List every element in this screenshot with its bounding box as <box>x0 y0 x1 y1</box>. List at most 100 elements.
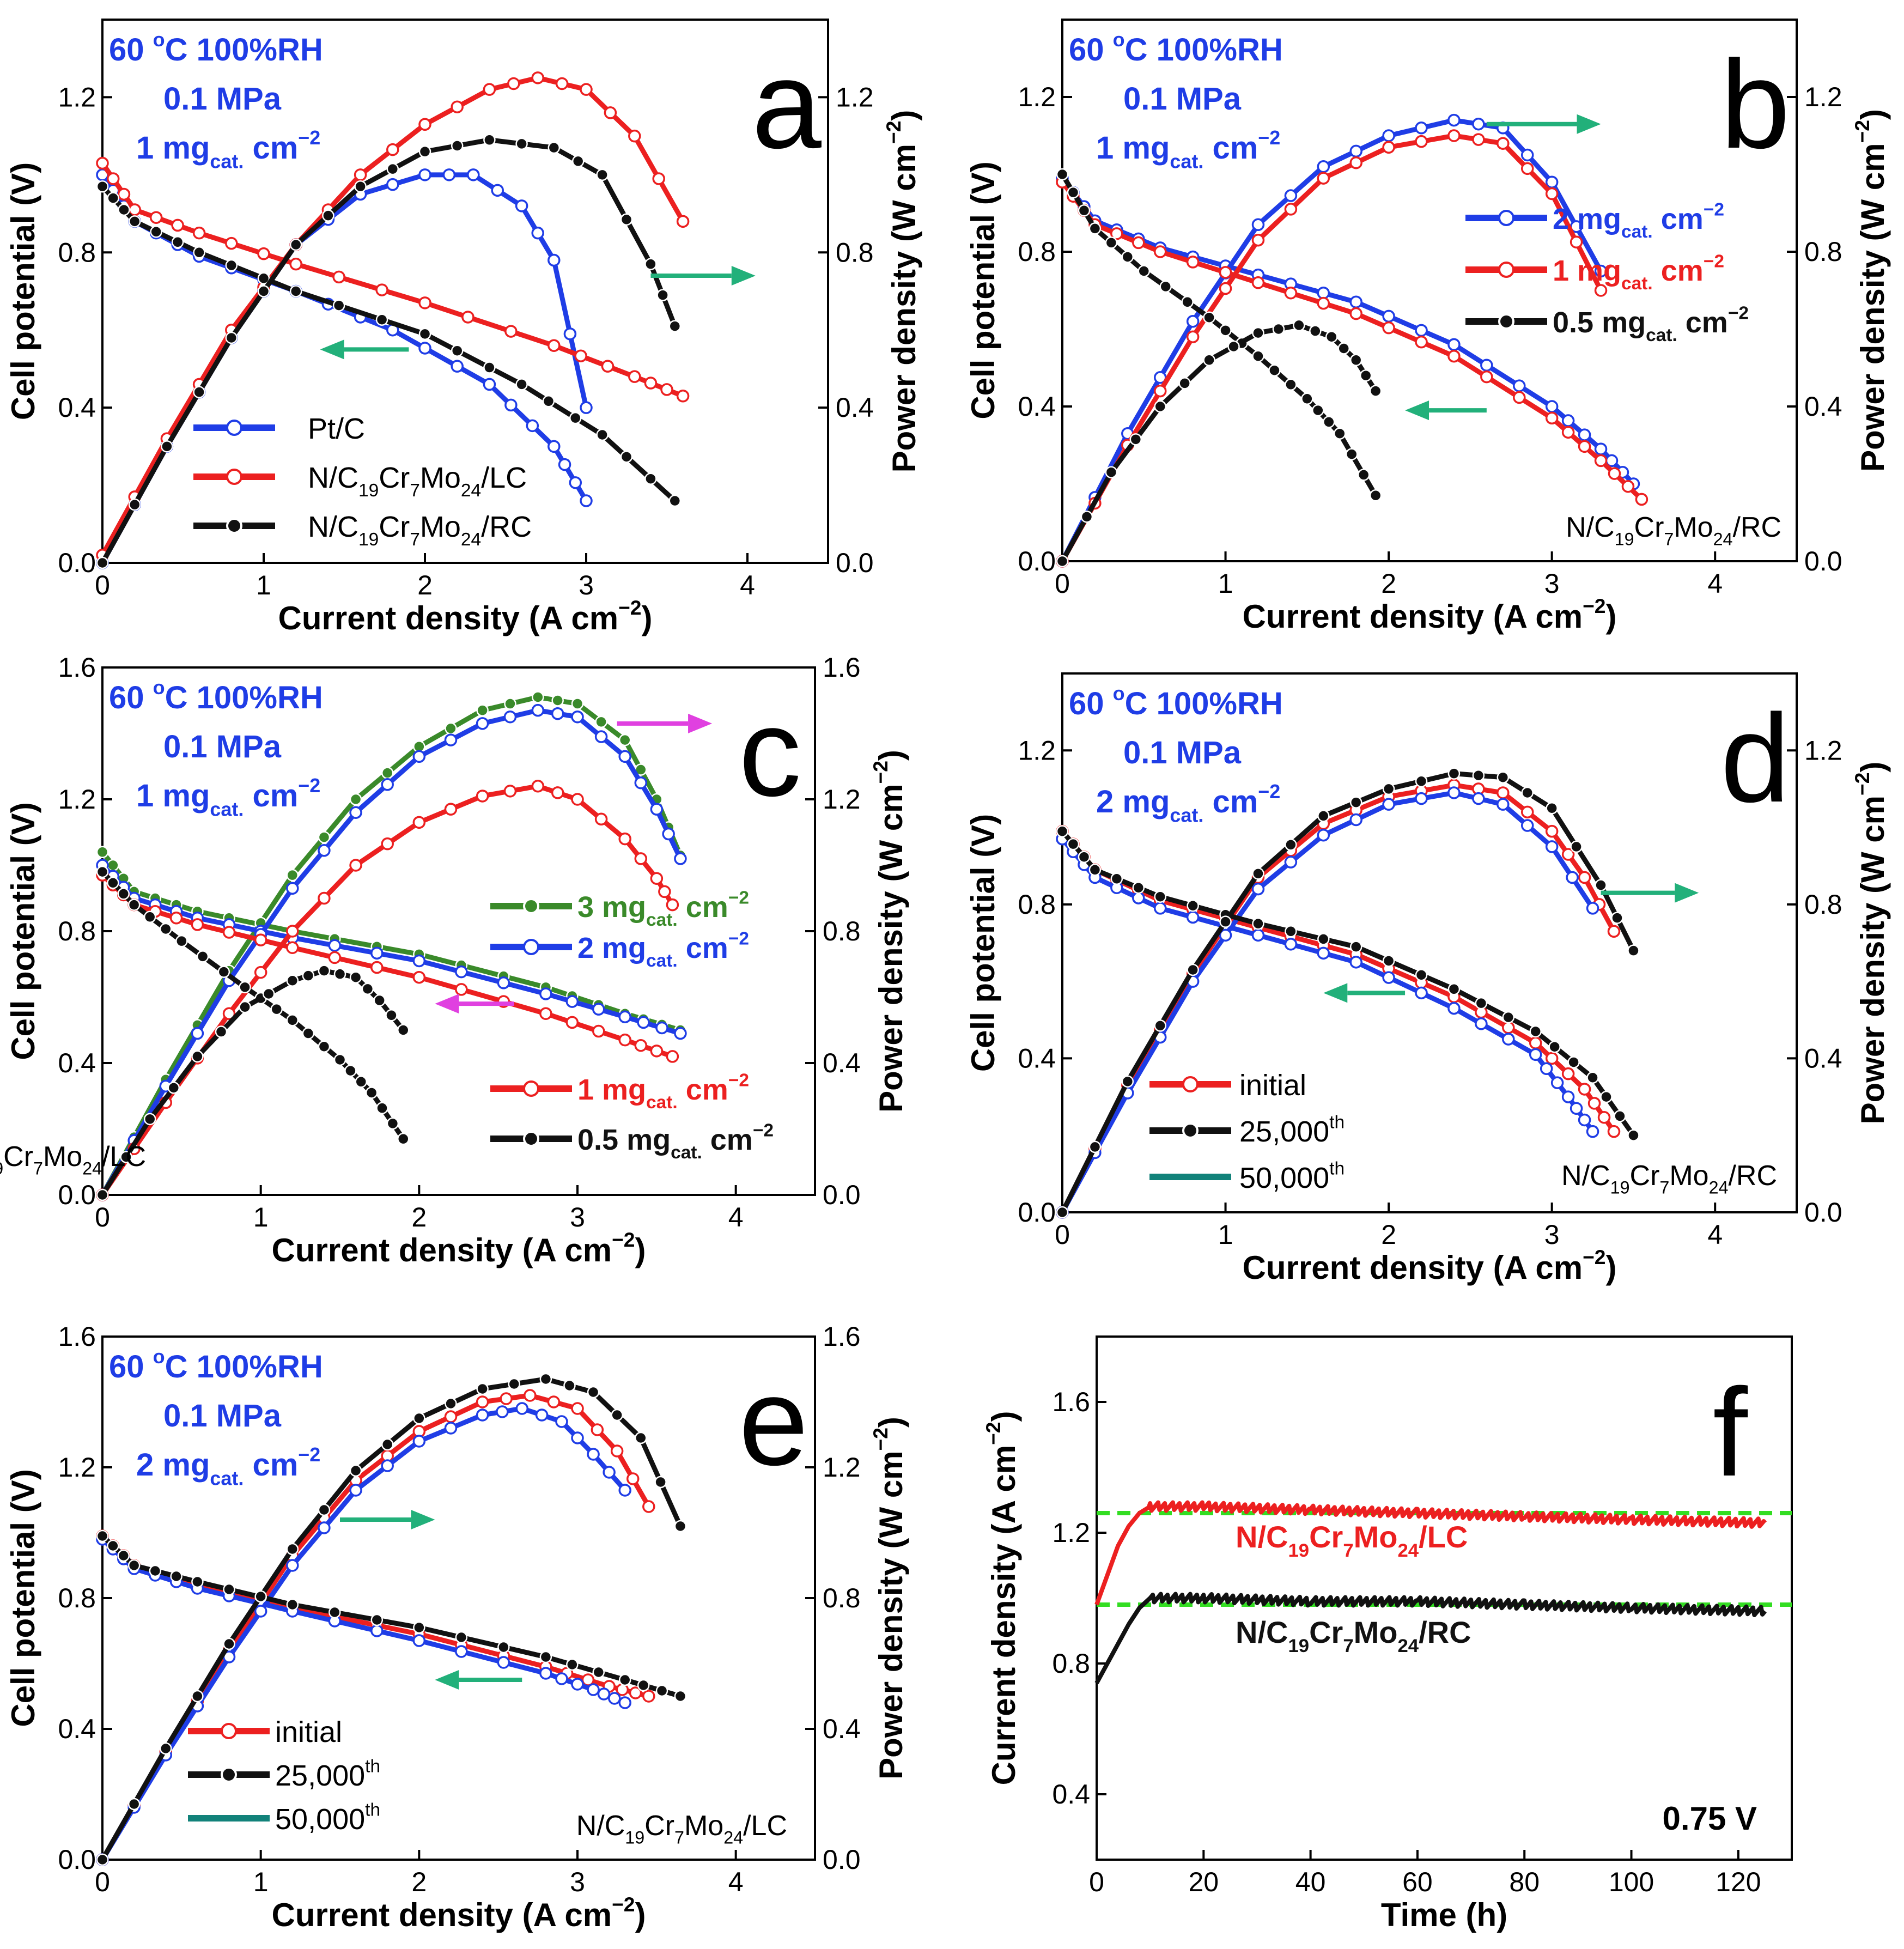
power-50000th-line <box>1060 790 1595 1214</box>
panel-b: 0 1 2 3 4 0.0 0.4 0.8 1.2 0.0 0.4 0.8 1.2 Current den… <box>965 19 1891 635</box>
legend-label: 0.5 mgcat. cm−2 <box>1553 303 1749 346</box>
polarization-25000th-marker <box>96 1529 109 1543</box>
y2-tick-label: 1.6 <box>823 652 861 683</box>
power-1mgcatcm-marker <box>650 872 664 885</box>
polarization-25000th-marker <box>149 1564 162 1577</box>
pressure-text: 0.1 MPa <box>163 81 282 117</box>
power-NC19Cr7Mo24RC-marker <box>596 168 609 181</box>
polarization-25000th-marker <box>1475 997 1488 1010</box>
power-25000th-marker <box>1285 839 1297 851</box>
legend-label: 50,000th <box>1239 1159 1345 1194</box>
power-05mgcatcm-marker <box>1154 400 1166 413</box>
power-25000th-marker <box>349 1464 362 1477</box>
power-1mgcatcm-marker <box>551 786 564 799</box>
polarization-NC19Cr7Mo24RC-marker <box>668 494 682 507</box>
power-2mgcatcm-marker <box>318 844 331 857</box>
condition-text: 60 oC 100%RH <box>1069 28 1283 68</box>
power-50000th-marker <box>381 1459 394 1472</box>
power-NC19Cr7Mo24RC-marker <box>451 139 464 152</box>
power-NC19Cr7Mo24RC-marker <box>354 180 367 193</box>
plot-frame <box>1061 672 1798 1213</box>
power-2mgcatcm-marker <box>551 707 564 720</box>
power-05mgcatcm-marker <box>1252 326 1264 339</box>
polarization-NC19Cr7Mo24LC-marker <box>418 296 431 309</box>
power-NC19Cr7Mo24LC-marker <box>604 106 617 119</box>
power-NC19Cr7Mo24LC-marker <box>580 83 593 96</box>
y2-tick-label: 0.0 <box>836 548 874 578</box>
polarization-1mgcatcm-marker <box>1186 256 1200 269</box>
power-NC19Cr7Mo24RC-marker <box>96 556 109 569</box>
polarization-1mgcatcm-marker <box>1132 236 1145 250</box>
polarization-NC19Cr7Mo24LC-marker <box>676 390 690 403</box>
x-tick-label: 20 <box>1188 1867 1219 1897</box>
polarization-NC19Cr7Mo24LC-marker <box>96 156 109 170</box>
polarization-2mgcatcm-marker <box>1382 309 1395 323</box>
x-tick-label: 3 <box>1544 1219 1560 1250</box>
polarization-initial-marker <box>1529 1036 1542 1049</box>
polarization-05mgcatcm-marker <box>1333 427 1346 440</box>
power-50000th-marker <box>587 1448 600 1461</box>
x-tick-label: 0 <box>1089 1867 1104 1897</box>
power-initial-marker <box>1607 925 1621 938</box>
polarization-2mgcatcm-marker <box>1513 379 1526 392</box>
polarization-2mgcatcm-line <box>1060 177 1635 486</box>
power-25000th-marker <box>1121 1075 1134 1088</box>
polarization-2mgcatcm-marker <box>1561 414 1575 427</box>
polarization-2mgcatcm-marker <box>592 1003 605 1016</box>
power-25000th-marker <box>476 1382 489 1395</box>
polarization-05mgcatcm-marker <box>175 934 188 948</box>
power-25000th-marker <box>318 1503 331 1516</box>
loading-text: 2 mgcat. cm−2 <box>136 1443 320 1490</box>
arrow-head <box>435 1670 459 1690</box>
power-2mgcatcm-marker <box>594 730 608 743</box>
y-tick-label: 1.2 <box>58 1452 96 1483</box>
legend-1-legend-marker <box>226 469 242 485</box>
polarization-NC19Cr7Mo24LC-marker <box>601 360 615 373</box>
power-NC19Cr7Mo24RC-marker <box>225 331 238 344</box>
polarization-25000th-marker <box>1415 969 1428 981</box>
power-PtC-marker <box>386 178 399 191</box>
legend-0-legend-marker <box>1182 1076 1199 1092</box>
polarization-25000th-marker <box>674 1690 687 1703</box>
power-1mgcatcm-marker <box>1497 137 1510 150</box>
power-1mgcatcm-marker <box>1570 235 1583 248</box>
trace-label-rc: N/C19Cr7Mo24/RC <box>1236 1615 1471 1656</box>
legend-label: N/C19Cr7Mo24/RC <box>308 511 532 550</box>
power-05mgcatcm-marker <box>1309 325 1322 337</box>
polarization-25000th-marker <box>1447 983 1461 995</box>
power-2mgcatcm-marker <box>662 827 675 841</box>
panel-a: 0 1 2 3 4 0.0 0.4 0.8 1.2 0.0 0.4 0.8 1.2 Current den… <box>5 19 922 636</box>
y-tick-label: 0.8 <box>58 916 96 946</box>
y-tick-label: 0.4 <box>1018 391 1056 422</box>
panel-letter: b <box>1720 34 1790 174</box>
power-3mgcatcm-marker <box>532 691 544 703</box>
polarization-50000th-marker <box>1570 1102 1583 1115</box>
polarization-50000th-marker <box>1586 1125 1599 1138</box>
polarization-1mgcatcm-marker <box>1594 454 1608 467</box>
polarization-25000th-marker <box>1285 925 1297 938</box>
power-50000th-marker <box>318 1521 331 1534</box>
power-2mgcatcm-marker <box>1317 160 1330 173</box>
polarization-25000th-marker <box>107 1539 119 1552</box>
power-05mgcatcm-marker <box>191 1050 204 1063</box>
polarization-PtC-marker <box>451 360 464 373</box>
polarization-2mgcatcm-marker <box>412 954 426 968</box>
power-NC19Cr7Mo24LC-marker <box>531 71 544 84</box>
y2-tick-label: 1.6 <box>823 1321 861 1352</box>
polarization-1mgcatcm-marker <box>1621 479 1635 493</box>
polarization-2mgcatcm-line <box>100 863 682 1036</box>
power-NC19Cr7Mo24RC-marker <box>289 238 302 251</box>
polarization-50000th-marker <box>597 1687 611 1701</box>
polarization-05mgcatcm-marker <box>1121 251 1134 263</box>
polarization-NC19Cr7Mo24RC-marker <box>569 411 582 424</box>
power-25000th-marker <box>1154 1019 1166 1032</box>
power-25000th-marker <box>286 1543 299 1556</box>
power-05mgcatcm-marker <box>1359 369 1372 382</box>
polarization-PtC-marker <box>504 398 518 412</box>
polarization-1mgcatcm-marker <box>1513 391 1526 404</box>
power-NC19Cr7Mo24LC-marker <box>676 215 690 228</box>
y2-tick-label: 0.8 <box>1804 889 1842 920</box>
polarization-NC19Cr7Mo24RC-marker <box>193 246 205 259</box>
polarization-25000th-marker <box>191 1575 204 1588</box>
power-1mgcatcm-marker <box>1349 156 1362 169</box>
